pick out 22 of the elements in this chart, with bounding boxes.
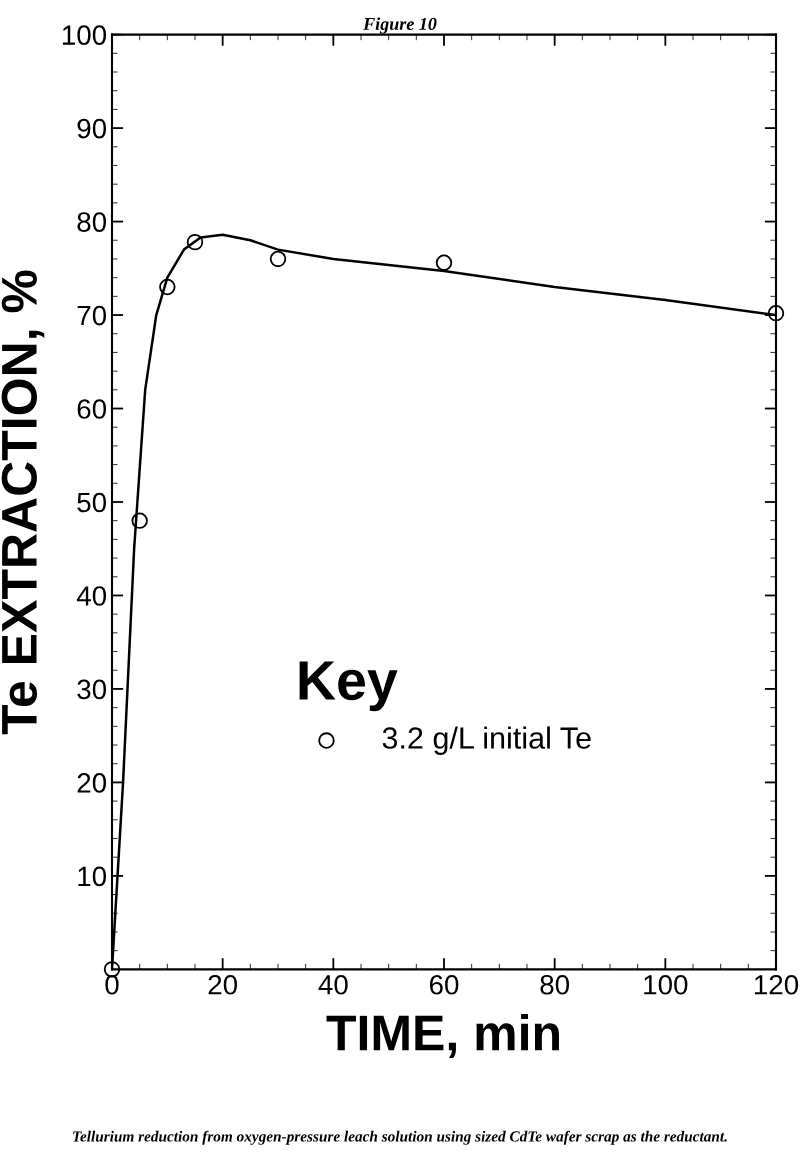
y-axis-title: Te EXTRACTION, % [1,270,45,735]
y-tick-label: 100 [62,25,107,45]
y-tick-label: 10 [78,866,107,887]
y-tick-label: 20 [77,773,107,793]
y-tick-label: 80 [77,212,107,232]
y-tick-label: 60 [77,399,107,419]
x-tick-label: 100 [644,974,688,995]
x-tick-label: 60 [429,974,459,995]
y-tick-label: 70 [77,305,107,326]
x-tick-label: 40 [318,974,348,995]
text: Tellurium reduction from oxygen-pressure leach solution using sized CdTe wafer scrap as the reductant. [73,1130,727,1145]
x-axis-title: TIME, min [326,1014,559,1058]
legend-label: 3.2 g/L initial Te [382,726,591,755]
y-tick-label: 30 [77,679,107,700]
chart-title: Figure 10 [363,17,437,34]
y-tick-label: 90 [77,118,107,139]
y-tick-label: 50 [77,492,107,513]
legend-title: Key [299,661,398,712]
y-tick-label: 40 [76,586,107,606]
x-tick-label: 120 [754,974,799,995]
x-tick-label: 80 [540,974,570,995]
x-tick-label: 20 [208,974,238,995]
